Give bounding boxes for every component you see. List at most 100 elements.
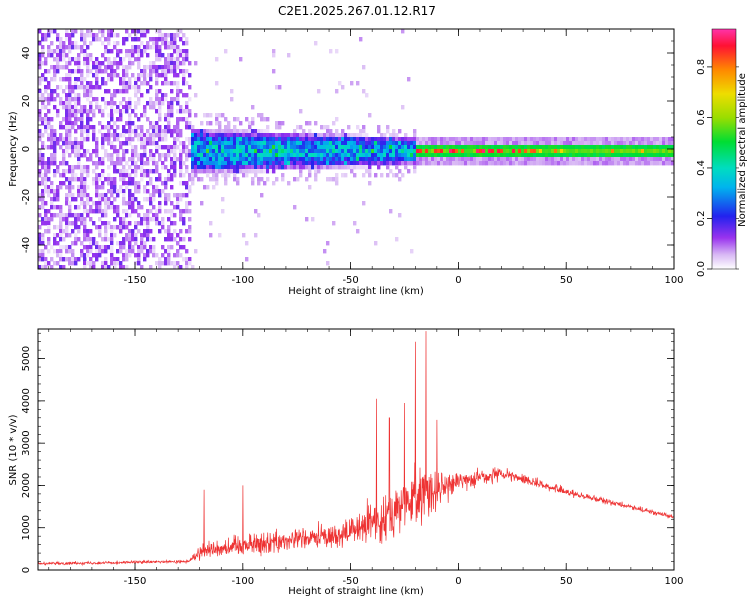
spectrogram-cell: [137, 165, 141, 170]
spectrogram-cell: [383, 153, 387, 158]
spectrogram-y-tick-label: 0: [21, 146, 32, 152]
spectrogram-cell: [584, 149, 588, 154]
spectrogram-cell: [518, 145, 522, 150]
spectrogram-cell: [455, 153, 459, 158]
spectrogram-cell: [521, 153, 525, 158]
spectrogram-cell: [44, 181, 48, 186]
spectrogram-cell: [536, 157, 540, 162]
spectrogram-cell: [110, 177, 114, 182]
spectrogram-cell: [185, 209, 189, 214]
spectrogram-cell: [80, 77, 84, 82]
spectrogram-cell: [74, 165, 78, 170]
spectrogram-cell: [50, 153, 54, 158]
spectrogram-cell: [167, 53, 171, 58]
spectrogram-cell: [59, 249, 63, 254]
spectrogram-cell: [74, 225, 78, 230]
spectrogram-cell: [143, 221, 147, 226]
spectrogram-cell: [104, 69, 108, 74]
spectrogram-cell: [95, 69, 99, 74]
spectrogram-cell: [518, 161, 522, 166]
spectrogram-cell: [92, 109, 96, 114]
spectrogram-cell: [653, 153, 657, 158]
spectrogram-cell: [140, 233, 144, 238]
spectrogram-cell: [116, 153, 120, 158]
spectrogram-cell: [170, 213, 174, 218]
spectrogram-cell: [410, 161, 414, 166]
spectrogram-cell: [266, 141, 270, 146]
spectrogram-cell: [656, 137, 660, 142]
spectrogram-cell: [431, 157, 435, 162]
spectrogram-cell: [263, 169, 267, 174]
spectrogram-cell: [623, 161, 627, 166]
spectrogram-cell: [44, 213, 48, 218]
spectrogram-cell: [53, 105, 57, 110]
spectrogram-cell: [122, 105, 126, 110]
spectrogram-cell: [68, 49, 72, 54]
spectrogram-cell: [656, 145, 660, 150]
spectrogram-cell: [173, 253, 177, 258]
spectrogram-cell: [113, 261, 117, 266]
spectrogram-cell: [191, 137, 195, 142]
spectrogram-cell: [137, 61, 141, 66]
spectrogram-cell: [491, 149, 495, 154]
spectrogram-cell: [134, 225, 138, 230]
spectrogram-cell: [245, 169, 249, 174]
spectrogram-cell: [398, 177, 402, 182]
spectrogram-cell: [68, 117, 72, 122]
spectrogram-cell: [179, 209, 183, 214]
spectrogram-cell: [359, 145, 363, 150]
spectrogram-cell: [83, 229, 87, 234]
spectrogram-cell: [167, 217, 171, 222]
spectrogram-cell: [533, 161, 537, 166]
spectrogram-cell: [512, 145, 516, 150]
spectrogram-cell: [560, 141, 564, 146]
spectrogram-cell: [416, 137, 420, 142]
spectrogram-cell: [455, 149, 459, 154]
spectrogram-cell: [287, 153, 291, 158]
spectrogram-cell: [650, 141, 654, 146]
spectrogram-cell: [185, 181, 189, 186]
spectrogram-cell: [56, 225, 60, 230]
spectrogram-cell: [104, 245, 108, 250]
spectrogram-cell: [173, 73, 177, 78]
spectrogram-cell: [233, 133, 237, 138]
spectrogram-cell: [155, 109, 159, 114]
spectrogram-cell: [326, 161, 330, 166]
spectrogram-cell: [119, 145, 123, 150]
colorbar-label: Normalized spectral amplitude: [737, 73, 748, 227]
spectrogram-cell: [83, 233, 87, 238]
spectrogram-cell: [515, 145, 519, 150]
spectrogram-cell: [110, 229, 114, 234]
spectrogram-cell: [65, 133, 69, 138]
spectrogram-cell: [107, 197, 111, 202]
spectrogram-cell: [335, 89, 339, 94]
spectrogram-cell: [248, 141, 252, 146]
spectrogram-cell: [86, 201, 90, 206]
spectrogram-cell: [566, 149, 570, 154]
spectrogram-cell: [71, 173, 75, 178]
spectrogram-cell: [278, 153, 282, 158]
spectrogram-cell: [335, 181, 339, 186]
spectrogram-cell: [92, 201, 96, 206]
spectrogram-cell: [299, 153, 303, 158]
spectrogram-cell: [317, 133, 321, 138]
spectrogram-cell: [197, 153, 201, 158]
spectrogram-cell: [95, 37, 99, 42]
spectrogram-cell: [584, 141, 588, 146]
spectrogram-cell: [167, 125, 171, 130]
spectrogram-cell: [251, 117, 255, 122]
spectrogram-cell: [86, 93, 90, 98]
spectrogram-cell: [92, 181, 96, 186]
spectrogram-cell: [506, 149, 510, 154]
spectrogram-cell: [542, 149, 546, 154]
spectrogram-cell: [173, 61, 177, 66]
spectrogram-cell: [128, 165, 132, 170]
spectrogram-cell: [158, 177, 162, 182]
spectrogram-cell: [122, 197, 126, 202]
spectrogram-cell: [95, 73, 99, 78]
spectrogram-cell: [185, 205, 189, 210]
spectrogram-cell: [74, 101, 78, 106]
spectrogram-cell: [107, 177, 111, 182]
spectrogram-cell: [551, 157, 555, 162]
spectrogram-cell: [53, 57, 57, 62]
